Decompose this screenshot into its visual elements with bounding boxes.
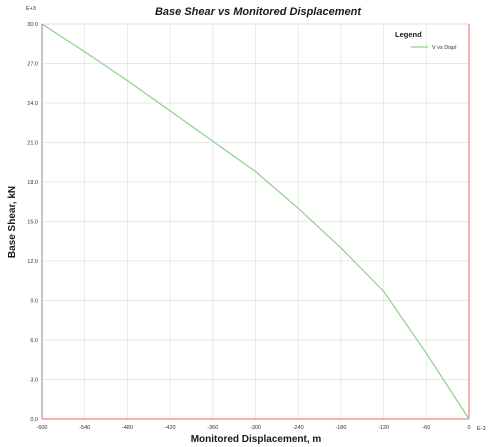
chart-title: Base Shear vs Monitored Displacement bbox=[155, 6, 362, 18]
x-tick-label: -420 bbox=[165, 425, 176, 431]
y-tick-label: 9.0 bbox=[30, 299, 38, 305]
legend: Legend V vs Displ bbox=[395, 30, 456, 51]
x-tick-label: -240 bbox=[293, 425, 304, 431]
x-tick-label: -480 bbox=[122, 425, 133, 431]
x-axis-label: Monitored Displacement, m bbox=[191, 434, 322, 445]
y-axis-label: Base Shear, kN bbox=[7, 186, 18, 258]
x-tick-label: -360 bbox=[207, 425, 218, 431]
y-tick-label: 18.0 bbox=[27, 180, 38, 186]
legend-title: Legend bbox=[395, 30, 422, 39]
series-layer bbox=[41, 23, 470, 420]
legend-entry: V vs Displ bbox=[432, 45, 456, 51]
x-tick-label: -60 bbox=[422, 425, 430, 431]
x-tick-label: 0 bbox=[467, 425, 470, 431]
x-tick-label: -300 bbox=[250, 425, 261, 431]
y-tick-label: 12.0 bbox=[27, 259, 38, 265]
series-line bbox=[41, 23, 470, 420]
x-multiplier: E-3 bbox=[477, 426, 486, 432]
y-tick-label: 27.0 bbox=[27, 62, 38, 68]
x-tick-label: -120 bbox=[378, 425, 389, 431]
y-tick-labels: 0.0 3.0 6.0 9.0 12.0 15.0 18.0 21.0 24.0 27.0 30.0 bbox=[27, 22, 38, 423]
y-tick-label: 24.0 bbox=[27, 101, 38, 107]
grid bbox=[42, 24, 469, 419]
y-tick-label: 21.0 bbox=[27, 141, 38, 147]
y-tick-label: 30.0 bbox=[27, 22, 38, 28]
y-tick-label: 6.0 bbox=[30, 338, 38, 344]
y-multiplier: E+3 bbox=[26, 6, 36, 12]
x-tick-label: -180 bbox=[335, 425, 346, 431]
y-tick-label: 3.0 bbox=[30, 378, 38, 384]
y-tick-label: 0.0 bbox=[30, 417, 38, 423]
x-tick-labels: -600 -540 -480 -420 -360 -300 -240 -180 -120 -60 0 bbox=[36, 425, 470, 431]
x-tick-label: -600 bbox=[36, 425, 47, 431]
x-tick-label: -540 bbox=[79, 425, 90, 431]
y-tick-label: 15.0 bbox=[27, 220, 38, 226]
